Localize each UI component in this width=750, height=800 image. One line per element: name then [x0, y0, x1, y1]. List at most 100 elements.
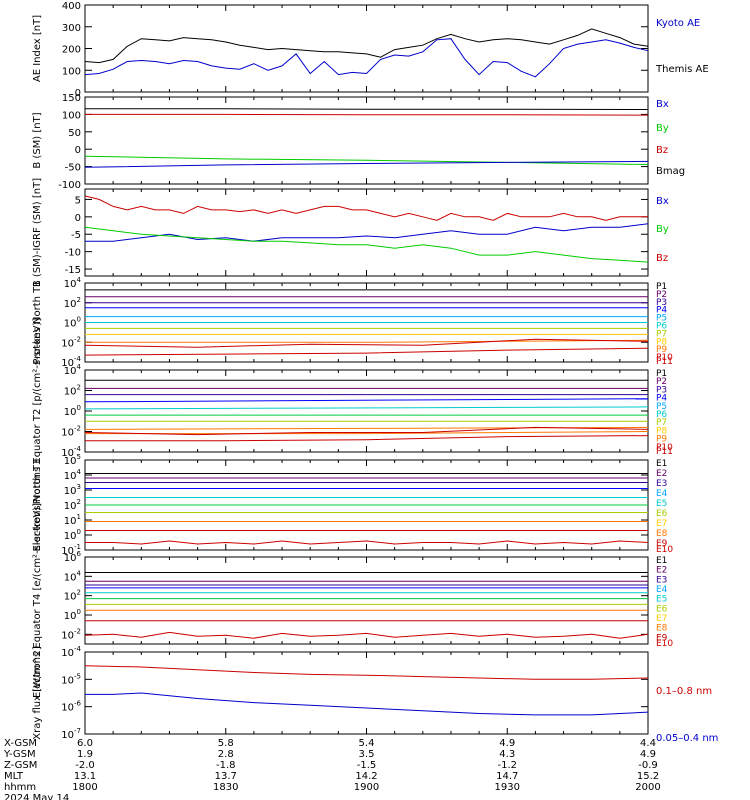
y-tick-label: 100 — [64, 316, 81, 330]
y-axis-label: Electrons Equator T4 [e/(cm²-s-sr-keV)] — [32, 503, 43, 698]
legend-label: E7 — [656, 519, 667, 529]
y-tick-label: 106 — [64, 550, 82, 564]
y-tick-label: -50 — [65, 163, 81, 174]
x-row-label: MLT — [4, 771, 24, 782]
x-row-value: 4.4 — [640, 738, 656, 749]
legend-label: E2 — [656, 469, 667, 479]
y-axis-label: B (SM) [nT] — [32, 112, 43, 168]
series-line — [84, 665, 649, 680]
x-row-value: 2.8 — [218, 749, 234, 760]
series-line — [85, 113, 649, 116]
legend-label: P1 — [656, 282, 667, 292]
y-tick-label: 5 — [75, 195, 81, 206]
y-tick-label: 100 — [64, 528, 81, 542]
y-axis-label: B (SM)-IGRF (SM) [nT] — [32, 178, 43, 287]
x-row-value: -0.9 — [638, 760, 658, 771]
legend-label: E6 — [656, 604, 668, 614]
y-tick-label: -5 — [71, 230, 81, 241]
series-line — [84, 347, 649, 356]
legend-label: 0.05–0.4 nm — [656, 733, 718, 744]
legend-label: P7 — [656, 329, 667, 339]
y-tick-label: 102 — [64, 589, 81, 603]
y-tick-label: 0 — [75, 88, 81, 99]
series-line — [84, 338, 649, 348]
x-row-value: -1.5 — [357, 760, 377, 771]
x-row-label: Y-GSM — [3, 749, 36, 760]
y-tick-label: 103 — [64, 483, 81, 497]
legend-label: E10 — [656, 639, 673, 649]
y-tick-label: 102 — [64, 296, 81, 310]
legend-label: E5 — [656, 499, 667, 509]
x-row-value: 1930 — [495, 782, 520, 793]
y-tick-label: -15 — [65, 265, 81, 276]
y-tick-label: 100 — [64, 404, 81, 418]
y-tick-label: 10-6 — [61, 700, 81, 714]
x-row-value: -1.8 — [216, 760, 236, 771]
y-tick-label: 300 — [62, 23, 81, 34]
legend-label: P2 — [656, 377, 667, 387]
legend-label: E6 — [656, 509, 668, 519]
series-line — [85, 435, 649, 442]
legend-label: P6 — [656, 410, 667, 420]
series-line — [85, 692, 649, 716]
legend-label: P9 — [656, 435, 667, 445]
x-row-value: -1.2 — [497, 760, 517, 771]
x-row-label: hhmm — [4, 782, 36, 793]
panel-2: 150 100 50 0 -50 -100 B (SM) [nT] Bx By Bz Bmag — [32, 93, 685, 191]
legend-label: By — [656, 123, 669, 134]
legend-label: P7 — [656, 418, 667, 428]
series-line — [85, 223, 649, 242]
legend-label: E9 — [656, 633, 668, 643]
legend-label: E8 — [656, 624, 668, 634]
legend-label: P4 — [656, 394, 667, 404]
series-line — [84, 406, 649, 410]
legend-label: Themis AE — [655, 64, 709, 75]
y-tick-label: 104 — [64, 569, 82, 583]
legend-label: Kyoto AE — [656, 18, 700, 29]
series-line — [84, 631, 649, 639]
series-line — [84, 38, 649, 78]
y-tick-label: 10-2 — [61, 627, 81, 641]
legend-label: P1 — [656, 369, 667, 379]
date-label: 2024 May 14 — [4, 793, 69, 800]
panel-frame — [84, 556, 649, 645]
legend-label: E4 — [656, 585, 668, 595]
panel-frame — [84, 188, 649, 277]
panel-3: 5 0 -5 -10 -15 B (SM)-IGRF (SM) [nT] Bx By Bz — [32, 178, 669, 287]
y-axis-label: Protons North T1 — [32, 280, 43, 364]
legend-label: E7 — [656, 614, 667, 624]
x-row-value: 14.7 — [496, 771, 518, 782]
legend-label: Bz — [656, 253, 668, 264]
legend-label: P8 — [656, 426, 667, 436]
legend-label: E8 — [656, 529, 668, 539]
y-axis-label: AE Index [nT] — [32, 15, 43, 82]
series-line — [84, 226, 649, 263]
y-tick-label: 102 — [64, 384, 81, 398]
legend-label: P9 — [656, 345, 667, 355]
y-tick-label: 100 — [62, 110, 81, 121]
legend-label: E3 — [656, 479, 667, 489]
x-row-value: 6.0 — [77, 738, 93, 749]
x-row-value: 1.9 — [77, 749, 93, 760]
legend-label: P8 — [656, 337, 667, 347]
y-tick-label: 100 — [64, 608, 81, 622]
series-line — [84, 160, 649, 168]
y-tick-label: 105 — [64, 453, 81, 467]
y-tick-label: 10-2 — [61, 335, 81, 349]
y-tick-label: 104 — [64, 363, 82, 377]
series-line — [85, 540, 649, 545]
x-row-value: 4.9 — [640, 749, 656, 760]
panel-frame — [84, 651, 649, 735]
y-tick-label: 10-2 — [61, 425, 81, 439]
legend-label: E2 — [656, 566, 667, 576]
y-tick-label: -10 — [65, 248, 81, 259]
series-line — [84, 426, 649, 436]
y-tick-label: 104 — [64, 276, 82, 290]
series-line — [85, 339, 649, 343]
legend-label: E4 — [656, 489, 668, 499]
y-tick-label: 400 — [62, 1, 81, 12]
x-row-value: 1900 — [354, 782, 379, 793]
